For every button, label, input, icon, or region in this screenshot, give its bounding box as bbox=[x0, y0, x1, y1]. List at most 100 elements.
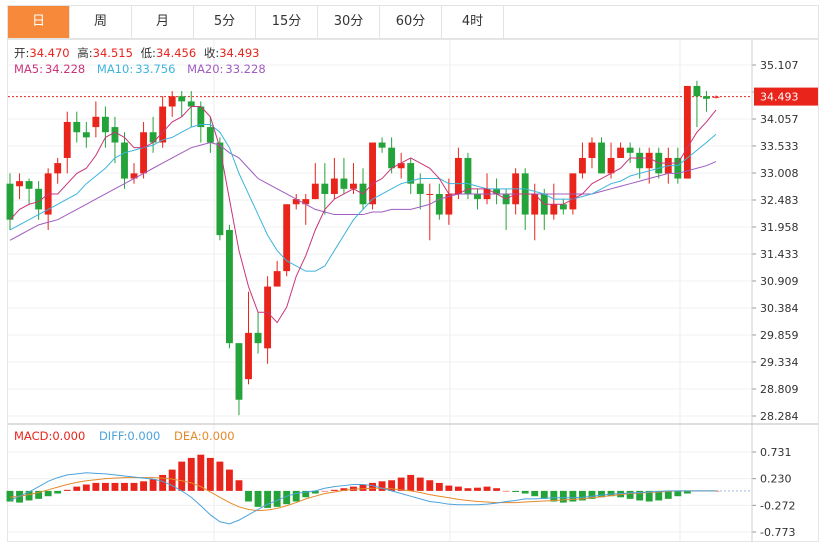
candle-body bbox=[388, 147, 396, 169]
candle-body bbox=[445, 193, 453, 215]
candle-body bbox=[464, 157, 472, 194]
macd-bar bbox=[578, 490, 586, 501]
candle-body bbox=[550, 204, 558, 215]
candle-body bbox=[703, 96, 710, 99]
macd-tick-label: 0.731 bbox=[760, 446, 792, 459]
macd-bar bbox=[187, 457, 195, 491]
candle-body bbox=[369, 142, 376, 205]
macd-bar bbox=[350, 486, 357, 491]
candle-body bbox=[531, 193, 539, 215]
high-value: 34.515 bbox=[92, 46, 133, 60]
macd-bar bbox=[311, 490, 319, 494]
macd-bar bbox=[674, 490, 682, 497]
tab-6[interactable]: 60分 bbox=[380, 6, 442, 38]
candle-body bbox=[693, 85, 701, 97]
macd-bar bbox=[35, 490, 43, 499]
macd-bar bbox=[569, 490, 577, 502]
macd-bar bbox=[140, 481, 148, 491]
tab-0[interactable]: 日 bbox=[8, 6, 70, 38]
macd-readout: MACD:0.000 DIFF:0.000 DEA:0.000 bbox=[14, 429, 239, 443]
candle-body bbox=[149, 132, 157, 143]
ma20-label: MA20: bbox=[187, 62, 224, 76]
candle-body bbox=[121, 142, 128, 179]
candle-body bbox=[426, 193, 434, 195]
diff-line bbox=[9, 472, 716, 525]
macd-bar bbox=[435, 482, 443, 491]
candle-body bbox=[588, 142, 596, 158]
candle-body bbox=[569, 173, 577, 210]
candle-body bbox=[321, 183, 329, 194]
macd-bar bbox=[54, 490, 62, 494]
price-tick-label: 31.433 bbox=[760, 248, 799, 261]
macd-bar bbox=[388, 480, 396, 491]
macd-bar bbox=[645, 490, 653, 502]
candle-body bbox=[617, 147, 625, 158]
price-tick-label: 33.533 bbox=[760, 140, 799, 153]
macd-bar bbox=[197, 454, 205, 491]
ma5-label: MA5: bbox=[14, 62, 43, 76]
candle-body bbox=[340, 178, 348, 189]
candle-body bbox=[264, 286, 272, 349]
candle-body bbox=[559, 204, 567, 210]
candle-body bbox=[206, 127, 214, 143]
macd-bar bbox=[73, 486, 81, 491]
macd-bar bbox=[101, 482, 109, 491]
macd-bar bbox=[121, 482, 128, 491]
macd-bar bbox=[254, 490, 262, 507]
low-label: 低: bbox=[140, 46, 156, 60]
macd-bar bbox=[302, 490, 310, 498]
candle-body bbox=[130, 173, 138, 179]
diff-label: DIFF: bbox=[98, 429, 128, 443]
tab-7[interactable]: 4时 bbox=[442, 6, 504, 38]
candle-body bbox=[187, 101, 195, 107]
candle-body bbox=[454, 157, 462, 194]
last-price-label: 34.493 bbox=[760, 91, 799, 104]
macd-tick-label: 0.230 bbox=[760, 473, 792, 486]
macd-bar bbox=[82, 484, 90, 491]
candle-body bbox=[626, 147, 634, 153]
price-tick-label: 31.958 bbox=[760, 221, 799, 234]
macd-bar bbox=[664, 490, 672, 499]
candle-body bbox=[254, 332, 262, 344]
price-tick-label: 29.859 bbox=[760, 329, 799, 342]
macd-bar bbox=[502, 490, 510, 492]
macd-bar bbox=[626, 490, 634, 499]
candle-body bbox=[578, 157, 586, 174]
macd-bar bbox=[445, 485, 453, 491]
candle-body bbox=[140, 132, 148, 174]
macd-bar bbox=[130, 482, 138, 491]
macd-bar bbox=[330, 489, 338, 491]
candle-body bbox=[598, 142, 605, 174]
macd-bar bbox=[6, 490, 14, 502]
candle-body bbox=[225, 229, 233, 344]
candle-body bbox=[197, 106, 205, 128]
candle-body bbox=[645, 152, 653, 169]
tab-1[interactable]: 周 bbox=[70, 6, 132, 38]
macd-bar bbox=[397, 477, 405, 491]
candle-body bbox=[397, 163, 405, 169]
candle-body bbox=[435, 193, 443, 215]
price-tick-label: 30.384 bbox=[760, 302, 799, 315]
tab-3[interactable]: 5分 bbox=[194, 6, 256, 38]
macd-bar bbox=[159, 474, 167, 491]
macd-bar bbox=[617, 490, 625, 498]
tab-5[interactable]: 30分 bbox=[318, 6, 380, 38]
tab-bar-filler bbox=[503, 5, 819, 39]
ohlc-readout: 开:34.470 高:34.515 低:34.456 收:34.493 bbox=[14, 45, 263, 61]
macd-bar bbox=[426, 480, 434, 491]
candle-body bbox=[54, 163, 62, 174]
macd-bar bbox=[359, 484, 367, 491]
price-tick-label: 35.107 bbox=[760, 59, 799, 72]
chart-frame bbox=[7, 39, 819, 542]
macd-bar bbox=[111, 482, 119, 491]
candle-body bbox=[493, 188, 501, 194]
candle-body bbox=[636, 152, 644, 169]
price-tick-label: 32.483 bbox=[760, 194, 799, 207]
candle-body bbox=[178, 96, 186, 102]
macd-bar bbox=[63, 489, 71, 491]
candle-body bbox=[330, 178, 338, 194]
tab-4[interactable]: 15分 bbox=[256, 6, 318, 38]
tab-2[interactable]: 月 bbox=[132, 6, 194, 38]
candle-body bbox=[607, 157, 615, 174]
